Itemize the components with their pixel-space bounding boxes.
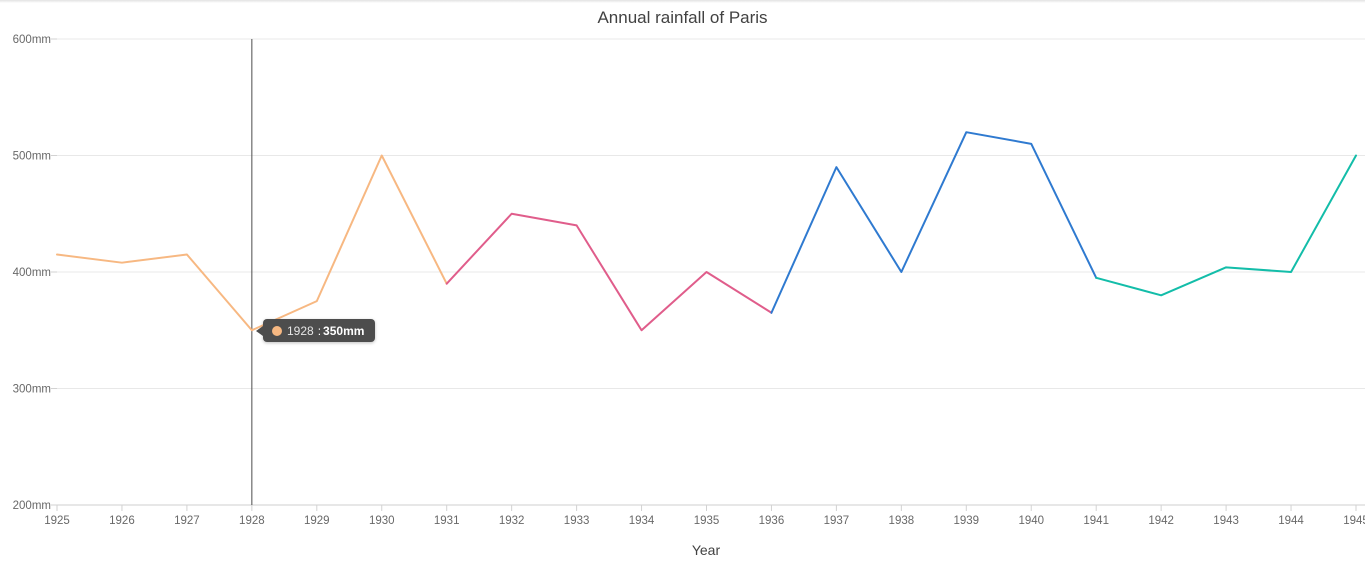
data-point[interactable] bbox=[1222, 263, 1230, 271]
data-point[interactable] bbox=[897, 268, 905, 276]
x-tick-label: 1936 bbox=[759, 515, 785, 527]
data-point[interactable] bbox=[443, 280, 451, 288]
data-point[interactable] bbox=[573, 221, 581, 229]
x-tick-label: 1930 bbox=[369, 515, 395, 527]
series[interactable] bbox=[53, 128, 1360, 334]
axes: 200mm 300mm 400mm 500mm 600mm 1925 1926 1927 192… bbox=[13, 34, 1365, 527]
x-tick-label: 1927 bbox=[174, 515, 200, 527]
series-line-segment[interactable] bbox=[770, 131, 1098, 314]
x-tick-label: 1945 bbox=[1343, 515, 1365, 527]
x-tick-label: 1937 bbox=[824, 515, 850, 527]
data-point[interactable] bbox=[118, 259, 126, 267]
tooltip-year: 1928 bbox=[287, 323, 314, 338]
data-point[interactable] bbox=[962, 128, 970, 136]
y-tick-label: 600mm bbox=[13, 34, 51, 46]
x-tick-label: 1935 bbox=[694, 515, 720, 527]
data-point[interactable] bbox=[832, 163, 840, 171]
tooltip-marker-icon bbox=[272, 325, 282, 336]
y-tick-label: 500mm bbox=[13, 151, 51, 163]
data-point[interactable] bbox=[1027, 140, 1035, 148]
x-tick-label: 1925 bbox=[44, 515, 70, 527]
series-line-segment[interactable] bbox=[445, 212, 773, 332]
data-point[interactable] bbox=[703, 268, 711, 276]
data-point[interactable] bbox=[313, 297, 321, 305]
x-tick-label: 1938 bbox=[889, 515, 915, 527]
y-tick-label: 200mm bbox=[13, 500, 51, 512]
x-tick-label: 1942 bbox=[1148, 515, 1174, 527]
data-point[interactable] bbox=[183, 251, 191, 259]
x-tick-label: 1928 bbox=[239, 515, 265, 527]
x-tick-label: 1926 bbox=[109, 515, 135, 527]
x-tick-label: 1944 bbox=[1278, 515, 1304, 527]
x-tick-label: 1933 bbox=[564, 515, 590, 527]
x-tick-label: 1932 bbox=[499, 515, 525, 527]
x-tick-label: 1941 bbox=[1083, 515, 1109, 527]
tooltip-separator: : bbox=[317, 323, 322, 338]
x-tick-label: 1940 bbox=[1018, 515, 1044, 527]
x-tick-label: 1943 bbox=[1213, 515, 1239, 527]
data-point[interactable] bbox=[1287, 268, 1295, 276]
series-line-segment[interactable] bbox=[1095, 154, 1357, 297]
data-point[interactable] bbox=[1352, 152, 1360, 160]
x-tick-label: 1929 bbox=[304, 515, 330, 527]
series-line-segment[interactable] bbox=[56, 154, 448, 332]
x-tick-label: 1934 bbox=[629, 515, 655, 527]
gridlines bbox=[57, 38, 1365, 389]
x-axis-title: Year bbox=[692, 542, 721, 558]
x-tick-label: 1931 bbox=[434, 515, 460, 527]
data-point[interactable] bbox=[248, 326, 256, 334]
data-point[interactable] bbox=[378, 152, 386, 160]
y-tick-label: 400mm bbox=[13, 267, 51, 279]
data-point[interactable] bbox=[1092, 274, 1100, 282]
data-point[interactable] bbox=[767, 309, 775, 317]
data-point[interactable] bbox=[638, 326, 646, 334]
data-point[interactable] bbox=[508, 210, 516, 218]
top-shadow bbox=[0, 0, 1365, 3]
tooltip-value: 350mm bbox=[323, 323, 365, 338]
x-tick-label: 1939 bbox=[954, 515, 980, 527]
data-tooltip: 1928 : 350mm bbox=[255, 319, 376, 342]
data-point[interactable] bbox=[1157, 291, 1165, 299]
chart-title: Annual rainfall of Paris bbox=[597, 8, 768, 27]
data-point[interactable] bbox=[53, 251, 61, 259]
y-tick-label: 300mm bbox=[13, 384, 51, 396]
